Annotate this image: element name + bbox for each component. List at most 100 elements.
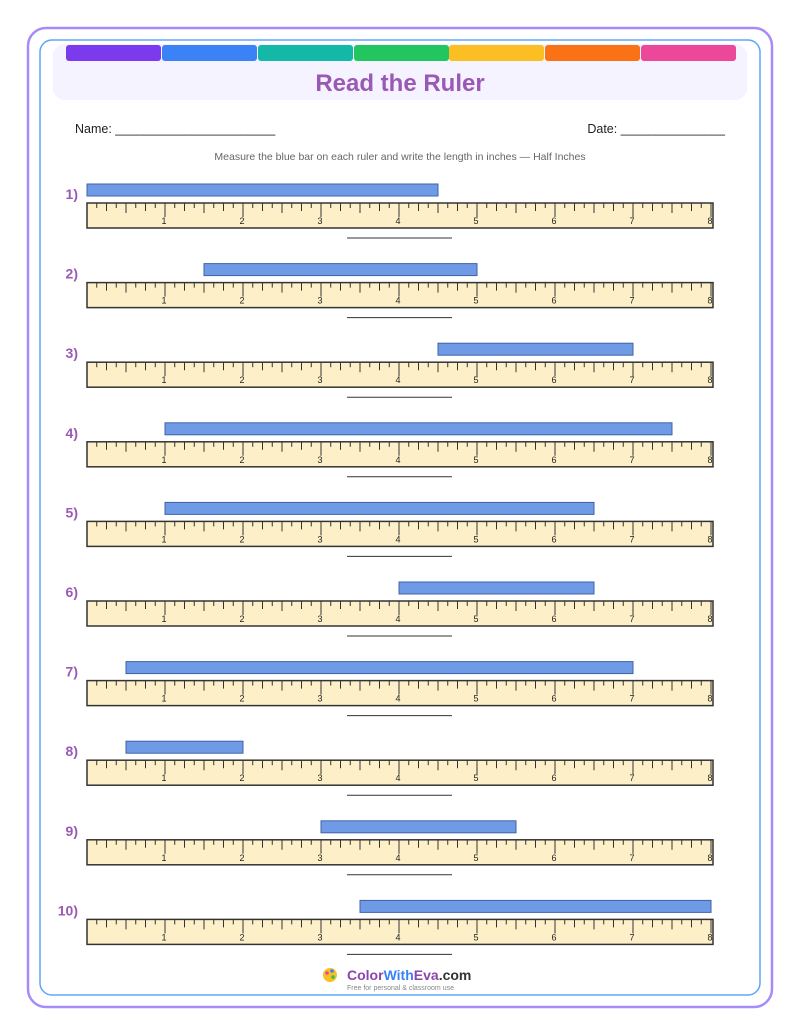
- question-number: 3): [66, 345, 78, 361]
- ruler-label: 4: [395, 614, 400, 624]
- ruler-label: 6: [551, 853, 556, 863]
- ruler-label: 3: [317, 455, 322, 465]
- question-number: 1): [66, 186, 78, 202]
- ruler-label: 8: [707, 853, 712, 863]
- strip: [258, 45, 353, 61]
- ruler-label: 5: [473, 216, 478, 226]
- question: 8) 1 2 3 4 5 6 7 8: [66, 740, 714, 796]
- ruler-label: 3: [317, 375, 322, 385]
- ruler-label: 6: [551, 534, 556, 544]
- measure-bar: [203, 263, 478, 277]
- ruler-label: 8: [707, 375, 712, 385]
- inner-border: [39, 39, 761, 996]
- title: Read the Ruler: [315, 70, 484, 97]
- question-number: 10): [58, 902, 78, 918]
- ruler-label: 1: [161, 534, 166, 544]
- ruler-label: 8: [707, 932, 712, 942]
- question-number: 4): [66, 425, 78, 441]
- ruler-label: 2: [239, 694, 244, 704]
- ruler-label: 1: [161, 694, 166, 704]
- question: 2) 1 2 3 4 5 6 7 8: [66, 263, 714, 319]
- ruler-label: 7: [629, 216, 634, 226]
- ruler-label: 3: [317, 534, 322, 544]
- date-field: Date: _______________: [587, 122, 726, 136]
- ruler-label: 5: [473, 534, 478, 544]
- ruler: [86, 600, 714, 627]
- strip: [545, 45, 640, 61]
- ruler-label: 5: [473, 296, 478, 306]
- brand-part: .com: [439, 967, 472, 983]
- ruler-label: 7: [629, 932, 634, 942]
- ruler-label: 5: [473, 694, 478, 704]
- logo-dot: [330, 969, 334, 973]
- question: 1) 1 2 3 4 5 6 7 8: [66, 183, 714, 239]
- ruler-label: 2: [239, 932, 244, 942]
- ruler-label: 3: [317, 614, 322, 624]
- ruler-label: 1: [161, 932, 166, 942]
- measure-bar: [437, 342, 634, 356]
- ruler-label: 8: [707, 216, 712, 226]
- ruler-label: 1: [161, 773, 166, 783]
- ruler-label: 5: [473, 614, 478, 624]
- ruler-label: 7: [629, 296, 634, 306]
- ruler-label: 7: [629, 534, 634, 544]
- ruler-label: 7: [629, 773, 634, 783]
- strip: [449, 45, 544, 61]
- logo-dot: [331, 975, 335, 979]
- question: 4) 1 2 3 4 5 6 7 8: [66, 422, 714, 478]
- ruler-label: 6: [551, 932, 556, 942]
- ruler-label: 8: [707, 534, 712, 544]
- ruler-label: 5: [473, 773, 478, 783]
- question: 7) 1 2 3 4 5 6 7 8: [66, 661, 714, 717]
- question: 6) 1 2 3 4 5 6 7 8: [66, 581, 714, 637]
- ruler-label: 4: [395, 296, 400, 306]
- ruler-label: 7: [629, 375, 634, 385]
- strip: [641, 45, 736, 61]
- brand-part: Color: [347, 967, 384, 983]
- question-number: 7): [66, 664, 78, 680]
- measure-bar: [164, 422, 673, 436]
- brand: ColorWithEva.com: [347, 967, 471, 983]
- ruler-label: 5: [473, 932, 478, 942]
- ruler-label: 3: [317, 932, 322, 942]
- question-number: 9): [66, 823, 78, 839]
- instructions: Measure the blue bar on each ruler and w…: [214, 151, 585, 163]
- ruler: [86, 281, 714, 309]
- logo-icon: [323, 968, 337, 982]
- ruler-label: 8: [707, 773, 712, 783]
- question-number: 2): [66, 266, 78, 282]
- color-strip: [66, 45, 736, 61]
- measure-bar: [86, 183, 439, 197]
- ruler: [86, 918, 714, 946]
- name-field: Name: _______________________: [75, 122, 276, 136]
- ruler-label: 4: [395, 773, 400, 783]
- ruler-label: 7: [629, 853, 634, 863]
- ruler-label: 1: [161, 296, 166, 306]
- brand-part: Eva: [414, 967, 439, 983]
- ruler-label: 2: [239, 614, 244, 624]
- questions: 1) 1 2 3 4 5 6 7 8 2) 1 2 3 4 5 6 7 8 3) 1 2 3 4 5 6 7 8 4) 1 2 3 4 5 6 7 8…: [58, 183, 714, 955]
- strip: [66, 45, 161, 61]
- measure-bar: [359, 899, 712, 913]
- ruler-label: 6: [551, 296, 556, 306]
- question: 5) 1 2 3 4 5 6 7 8: [66, 501, 714, 557]
- ruler-label: 6: [551, 455, 556, 465]
- ruler-label: 3: [317, 773, 322, 783]
- ruler-label: 1: [161, 614, 166, 624]
- logo-dot: [325, 971, 329, 975]
- question: 9) 1 2 3 4 5 6 7 8: [66, 820, 714, 876]
- ruler: [86, 679, 714, 707]
- ruler-label: 3: [317, 694, 322, 704]
- ruler-label: 4: [395, 534, 400, 544]
- ruler-label: 5: [473, 375, 478, 385]
- question-number: 6): [66, 584, 78, 600]
- ruler-label: 1: [161, 853, 166, 863]
- ruler-label: 1: [161, 375, 166, 385]
- ruler-label: 2: [239, 455, 244, 465]
- ruler-label: 6: [551, 614, 556, 624]
- ruler-label: 2: [239, 375, 244, 385]
- ruler-label: 5: [473, 455, 478, 465]
- ruler-label: 4: [395, 375, 400, 385]
- ruler-label: 1: [161, 216, 166, 226]
- ruler-label: 6: [551, 694, 556, 704]
